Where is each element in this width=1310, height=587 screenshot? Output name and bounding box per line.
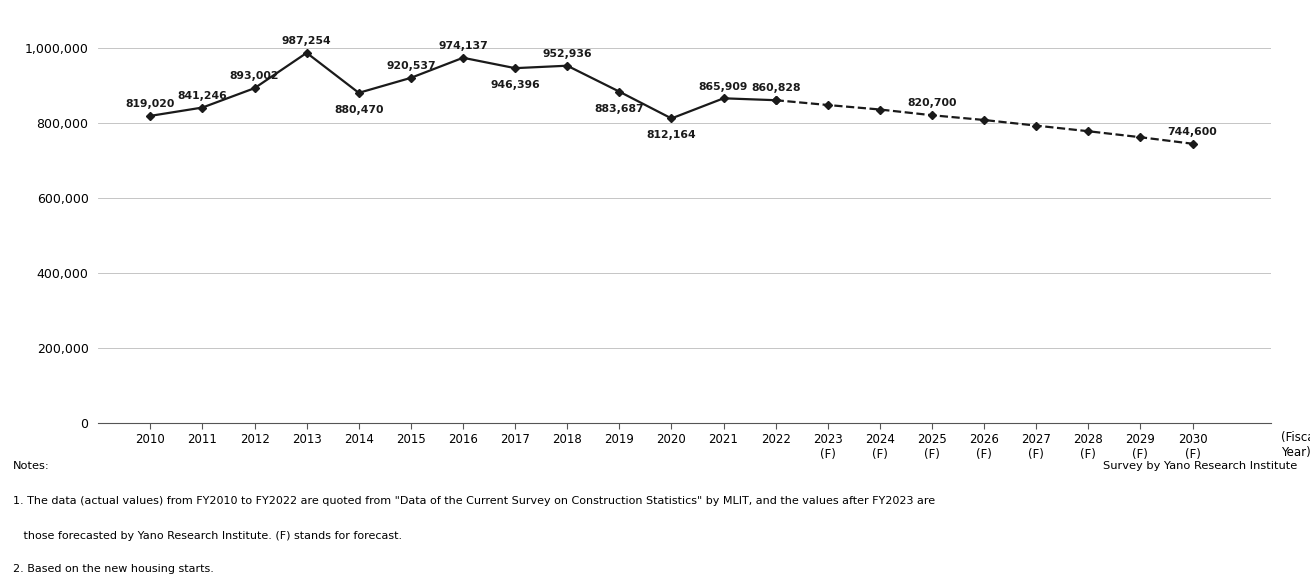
Text: 974,137: 974,137 [438,41,487,51]
Text: (Fiscal
Year): (Fiscal Year) [1281,431,1310,460]
Text: 819,020: 819,020 [126,99,176,109]
Text: 812,164: 812,164 [647,130,696,140]
Text: Survey by Yano Research Institute: Survey by Yano Research Institute [1103,461,1297,471]
Text: 2. Based on the new housing starts.: 2. Based on the new housing starts. [13,564,214,573]
Text: 987,254: 987,254 [282,36,331,46]
Text: 946,396: 946,396 [490,80,540,90]
Text: 820,700: 820,700 [908,99,956,109]
Text: those forecasted by Yano Research Institute. (F) stands for forecast.: those forecasted by Yano Research Instit… [13,531,402,541]
Text: 841,246: 841,246 [178,91,228,101]
Text: 883,687: 883,687 [595,104,645,114]
Text: 880,470: 880,470 [334,105,384,115]
Text: 920,537: 920,537 [386,61,436,71]
Text: 744,600: 744,600 [1167,127,1217,137]
Text: 893,002: 893,002 [229,72,279,82]
Text: Notes:: Notes: [13,461,50,471]
Text: 952,936: 952,936 [542,49,592,59]
Text: 860,828: 860,828 [751,83,800,93]
Text: 1. The data (actual values) from FY2010 to FY2022 are quoted from "Data of the C: 1. The data (actual values) from FY2010 … [13,496,935,506]
Text: 865,909: 865,909 [698,82,748,92]
